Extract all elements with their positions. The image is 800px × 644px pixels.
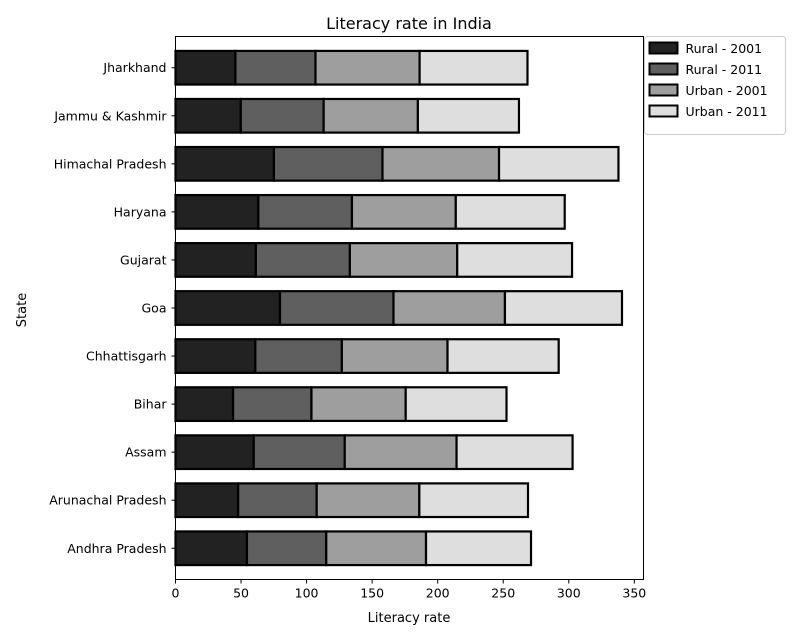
bar-haryana-urban-2011 xyxy=(454,193,566,230)
bar-goa-rural-2011 xyxy=(278,290,395,326)
x-tick-label: 0 xyxy=(172,586,180,601)
bar-bihar-urban-2011 xyxy=(404,386,508,423)
bar-jharkhand-urban-2011 xyxy=(418,49,529,86)
bar-jammu-and-kashmir-rural-2001 xyxy=(174,97,242,134)
bar-arunachal-pradesh-urban-2001 xyxy=(315,482,421,519)
y-tick-label-andhra-pradesh: Andhra Pradesh xyxy=(67,541,166,556)
y-tick-label-arunachal-pradesh: Arunachal Pradesh xyxy=(49,493,166,508)
x-tick-label: 300 xyxy=(557,586,581,601)
bar-himachal-pradesh-urban-2011 xyxy=(497,145,620,182)
bar-chhattisgarh-rural-2011 xyxy=(254,338,343,374)
bar-haryana-urban-2001 xyxy=(350,193,457,230)
y-tick-label-himachal-pradesh: Himachal Pradesh xyxy=(54,156,167,171)
bar-haryana-rural-2011 xyxy=(257,193,354,230)
x-tick-label: 350 xyxy=(622,586,646,601)
bar-chhattisgarh-rural-2001 xyxy=(174,338,257,374)
y-tick-label-jammu-and-kashmir: Jammu & Kashmir xyxy=(53,108,167,123)
bar-goa-urban-2001 xyxy=(392,290,507,326)
bar-arunachal-pradesh-urban-2011 xyxy=(418,482,530,519)
legend-swatch-rural-2001 xyxy=(648,41,679,55)
x-tick-label: 150 xyxy=(360,586,384,601)
bar-gujarat-urban-2001 xyxy=(348,242,459,278)
y-tick-label-goa: Goa xyxy=(142,301,167,316)
bar-gujarat-urban-2011 xyxy=(456,242,574,278)
bar-chhattisgarh-urban-2001 xyxy=(340,338,449,374)
bar-assam-urban-2001 xyxy=(343,434,458,471)
legend-label-urban-2001: Urban - 2001 xyxy=(686,83,768,98)
bar-gujarat-rural-2011 xyxy=(254,242,351,278)
legend-swatch-urban-2011 xyxy=(648,104,679,118)
bar-arunachal-pradesh-rural-2011 xyxy=(237,482,318,519)
bars-group xyxy=(174,49,624,567)
legend-label-rural-2011: Rural - 2011 xyxy=(686,62,763,77)
bar-himachal-pradesh-rural-2001 xyxy=(174,145,276,182)
chart-title: Literacy rate in India xyxy=(326,14,492,33)
bar-himachal-pradesh-urban-2001 xyxy=(381,145,501,182)
bar-haryana-rural-2001 xyxy=(174,193,260,230)
legend-swatch-rural-2011 xyxy=(648,62,679,76)
x-tick-label: 250 xyxy=(491,586,515,601)
bar-assam-rural-2001 xyxy=(174,434,255,471)
bar-jharkhand-urban-2001 xyxy=(314,49,421,86)
bar-goa-urban-2011 xyxy=(503,290,624,326)
x-tick-label: 100 xyxy=(295,586,319,601)
legend: Rural - 2001 Rural - 2011 Urban - 2001 Urba… xyxy=(644,36,786,135)
bar-jharkhand-rural-2001 xyxy=(174,49,237,86)
bar-bihar-rural-2011 xyxy=(231,386,313,423)
y-axis-label: State xyxy=(15,293,30,327)
y-tick-label-bihar: Bihar xyxy=(134,397,168,412)
x-axis: 0 50 100 150 200 250 300 350 xyxy=(172,579,646,601)
bar-jharkhand-rural-2011 xyxy=(234,49,317,86)
x-axis-label: Literacy rate xyxy=(368,611,451,626)
bar-gujarat-rural-2001 xyxy=(174,242,257,278)
bar-assam-rural-2011 xyxy=(252,434,346,471)
bar-andhra-pradesh-urban-2011 xyxy=(424,530,533,567)
legend-label-rural-2001: Rural - 2001 xyxy=(686,41,763,56)
y-tick-label-haryana: Haryana xyxy=(114,204,167,219)
legend-swatch-urban-2001 xyxy=(648,83,679,97)
bar-arunachal-pradesh-rural-2001 xyxy=(174,482,240,519)
bar-goa-rural-2001 xyxy=(174,290,282,326)
bar-jammu-and-kashmir-urban-2011 xyxy=(416,97,521,134)
y-tick-label-chhattisgarh: Chhattisgarh xyxy=(86,349,166,364)
x-tick-label: 200 xyxy=(426,586,450,601)
bar-jammu-and-kashmir-rural-2011 xyxy=(239,97,325,134)
bar-himachal-pradesh-rural-2011 xyxy=(272,145,384,182)
bar-andhra-pradesh-urban-2001 xyxy=(325,530,428,567)
bar-andhra-pradesh-rural-2001 xyxy=(174,530,249,567)
bar-chhattisgarh-urban-2011 xyxy=(446,338,560,374)
legend-box xyxy=(644,36,786,135)
bar-assam-urban-2011 xyxy=(455,434,574,471)
bar-jammu-and-kashmir-urban-2001 xyxy=(322,97,419,134)
x-tick-label: 50 xyxy=(233,586,249,601)
bar-bihar-urban-2001 xyxy=(310,386,407,423)
bar-bihar-rural-2001 xyxy=(174,386,235,423)
bar-andhra-pradesh-rural-2011 xyxy=(245,530,328,567)
y-tick-label-gujarat: Gujarat xyxy=(120,252,167,267)
legend-label-urban-2011: Urban - 2011 xyxy=(686,104,768,119)
y-axis: Andhra Pradesh Arunachal Pradesh Assam Biha… xyxy=(49,60,176,556)
y-tick-label-jharkhand: Jharkhand xyxy=(102,60,166,75)
y-tick-label-assam: Assam xyxy=(125,445,166,460)
